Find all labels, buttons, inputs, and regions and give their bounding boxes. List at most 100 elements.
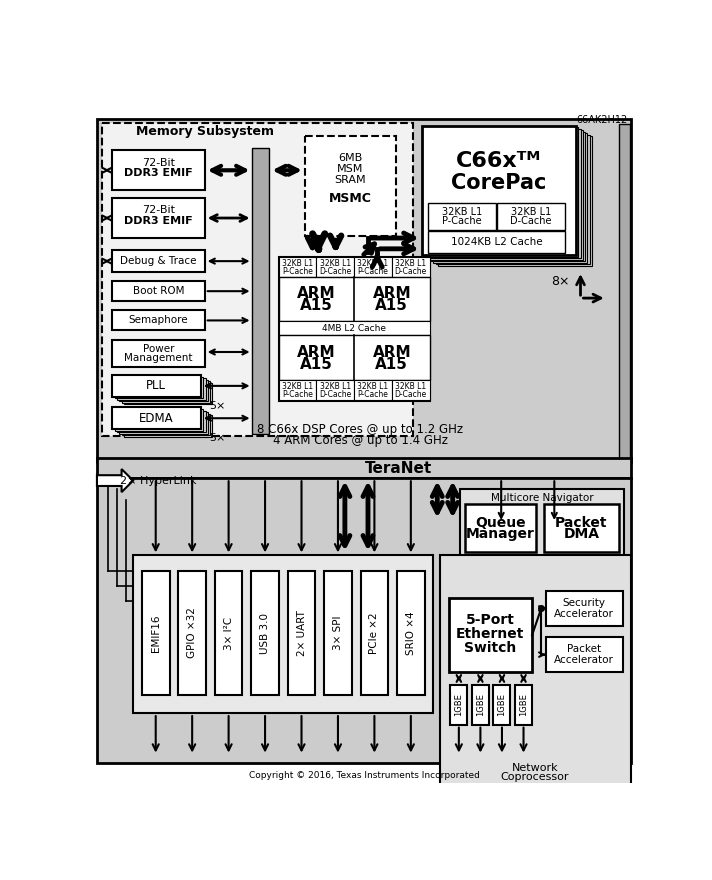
Text: DDR3 EMIF: DDR3 EMIF (124, 168, 193, 179)
Bar (142, 571, 169, 695)
Text: 4MB L2 Cache: 4MB L2 Cache (322, 324, 386, 333)
Text: 32KB L1: 32KB L1 (395, 382, 426, 391)
Bar (397, 571, 424, 695)
Text: Accelerator: Accelerator (555, 609, 614, 619)
Bar (112, 407, 201, 429)
Bar (426, 128, 580, 258)
Bar (115, 377, 203, 398)
Text: 1GBE: 1GBE (454, 693, 464, 716)
Text: 1GBE: 1GBE (498, 693, 506, 716)
Text: USB 3.0: USB 3.0 (260, 612, 270, 654)
Bar (124, 415, 212, 436)
Bar (115, 409, 203, 430)
Text: 2× HyperLink: 2× HyperLink (120, 475, 197, 486)
Text: Packet: Packet (567, 644, 602, 654)
Bar (251, 571, 279, 695)
Bar (465, 504, 536, 553)
Bar (438, 136, 592, 266)
Text: PCIe ×2: PCIe ×2 (370, 612, 379, 654)
Text: 5×: 5× (209, 401, 226, 411)
Text: GPIO ×32: GPIO ×32 (187, 607, 197, 658)
Text: Packet: Packet (555, 516, 607, 530)
Bar (316, 380, 354, 400)
Text: 5-Port: 5-Port (466, 613, 515, 627)
Text: Copyright © 2016, Texas Instruments Incorporated: Copyright © 2016, Texas Instruments Inco… (249, 771, 481, 780)
Text: Network: Network (512, 763, 558, 773)
Bar (543, 504, 619, 553)
Bar (215, 571, 243, 695)
Bar (112, 250, 205, 272)
Bar (424, 127, 578, 256)
Text: PLL: PLL (146, 379, 166, 392)
Text: A15: A15 (300, 356, 333, 372)
Text: Queue: Queue (475, 516, 525, 530)
Bar (449, 598, 532, 672)
Text: 32KB L1: 32KB L1 (282, 382, 313, 391)
Text: 32KB L1: 32KB L1 (357, 259, 389, 268)
Bar (392, 257, 429, 276)
Text: 5×: 5× (209, 433, 226, 444)
Bar (112, 375, 201, 397)
Bar (102, 122, 413, 436)
Text: Debug & Trace: Debug & Trace (120, 256, 197, 266)
Text: P-Cache: P-Cache (357, 390, 389, 399)
Text: 2× UART: 2× UART (296, 610, 306, 656)
Bar (278, 335, 429, 380)
Bar (120, 412, 208, 434)
Text: TeraNet: TeraNet (365, 461, 432, 476)
Text: C66xᵀᴹ: C66xᵀᴹ (456, 151, 542, 171)
Text: MSM: MSM (337, 164, 363, 173)
Text: 1GBE: 1GBE (519, 693, 528, 716)
Text: 1GBE: 1GBE (476, 693, 485, 716)
Bar (434, 133, 587, 262)
Text: 32KB L1: 32KB L1 (395, 259, 426, 268)
Bar (431, 132, 585, 261)
Bar (515, 685, 532, 725)
Bar (392, 380, 429, 400)
Bar (112, 340, 205, 368)
Text: Coprocessor: Coprocessor (501, 772, 570, 782)
Bar (112, 311, 205, 330)
Bar (278, 257, 316, 276)
Bar (354, 380, 392, 400)
Text: DDR3 EMIF: DDR3 EMIF (124, 216, 193, 226)
Text: EMIF16: EMIF16 (151, 614, 161, 652)
Bar (461, 489, 624, 574)
Bar (428, 202, 496, 231)
Text: 32KB L1: 32KB L1 (357, 382, 389, 391)
Text: 6MB: 6MB (338, 153, 362, 163)
Bar (133, 555, 434, 713)
Bar (278, 276, 429, 321)
Text: EDMA: EDMA (139, 412, 174, 425)
Text: 32KB L1: 32KB L1 (282, 259, 313, 268)
Text: 4 ARM Cores @ up to 1.4 GHz: 4 ARM Cores @ up to 1.4 GHz (273, 434, 448, 447)
Bar (360, 571, 388, 695)
Text: 66AK2H12: 66AK2H12 (576, 114, 627, 125)
Bar (124, 383, 212, 405)
Text: ARM: ARM (297, 286, 335, 301)
Text: D-Cache: D-Cache (394, 390, 426, 399)
Text: A15: A15 (375, 298, 408, 313)
Text: ARM: ARM (297, 344, 335, 360)
Bar (122, 414, 210, 435)
Bar (97, 479, 631, 763)
Bar (324, 571, 352, 695)
Text: A15: A15 (300, 298, 333, 313)
Text: 3× SPI: 3× SPI (333, 616, 343, 650)
Text: 8×: 8× (551, 275, 570, 288)
Bar (546, 590, 623, 627)
Bar (429, 130, 583, 260)
Bar (97, 458, 631, 479)
Bar (354, 257, 392, 276)
Bar (305, 136, 396, 237)
Bar (112, 198, 205, 238)
Text: P-Cache: P-Cache (357, 267, 389, 275)
Text: D-Cache: D-Cache (394, 267, 426, 275)
Text: P-Cache: P-Cache (442, 216, 482, 226)
Bar (253, 148, 269, 435)
Bar (97, 120, 631, 462)
Text: 1024KB L2 Cache: 1024KB L2 Cache (451, 237, 543, 247)
Text: ARM: ARM (372, 344, 411, 360)
Text: 32KB L1: 32KB L1 (441, 207, 482, 216)
Text: D-Cache: D-Cache (319, 267, 352, 275)
